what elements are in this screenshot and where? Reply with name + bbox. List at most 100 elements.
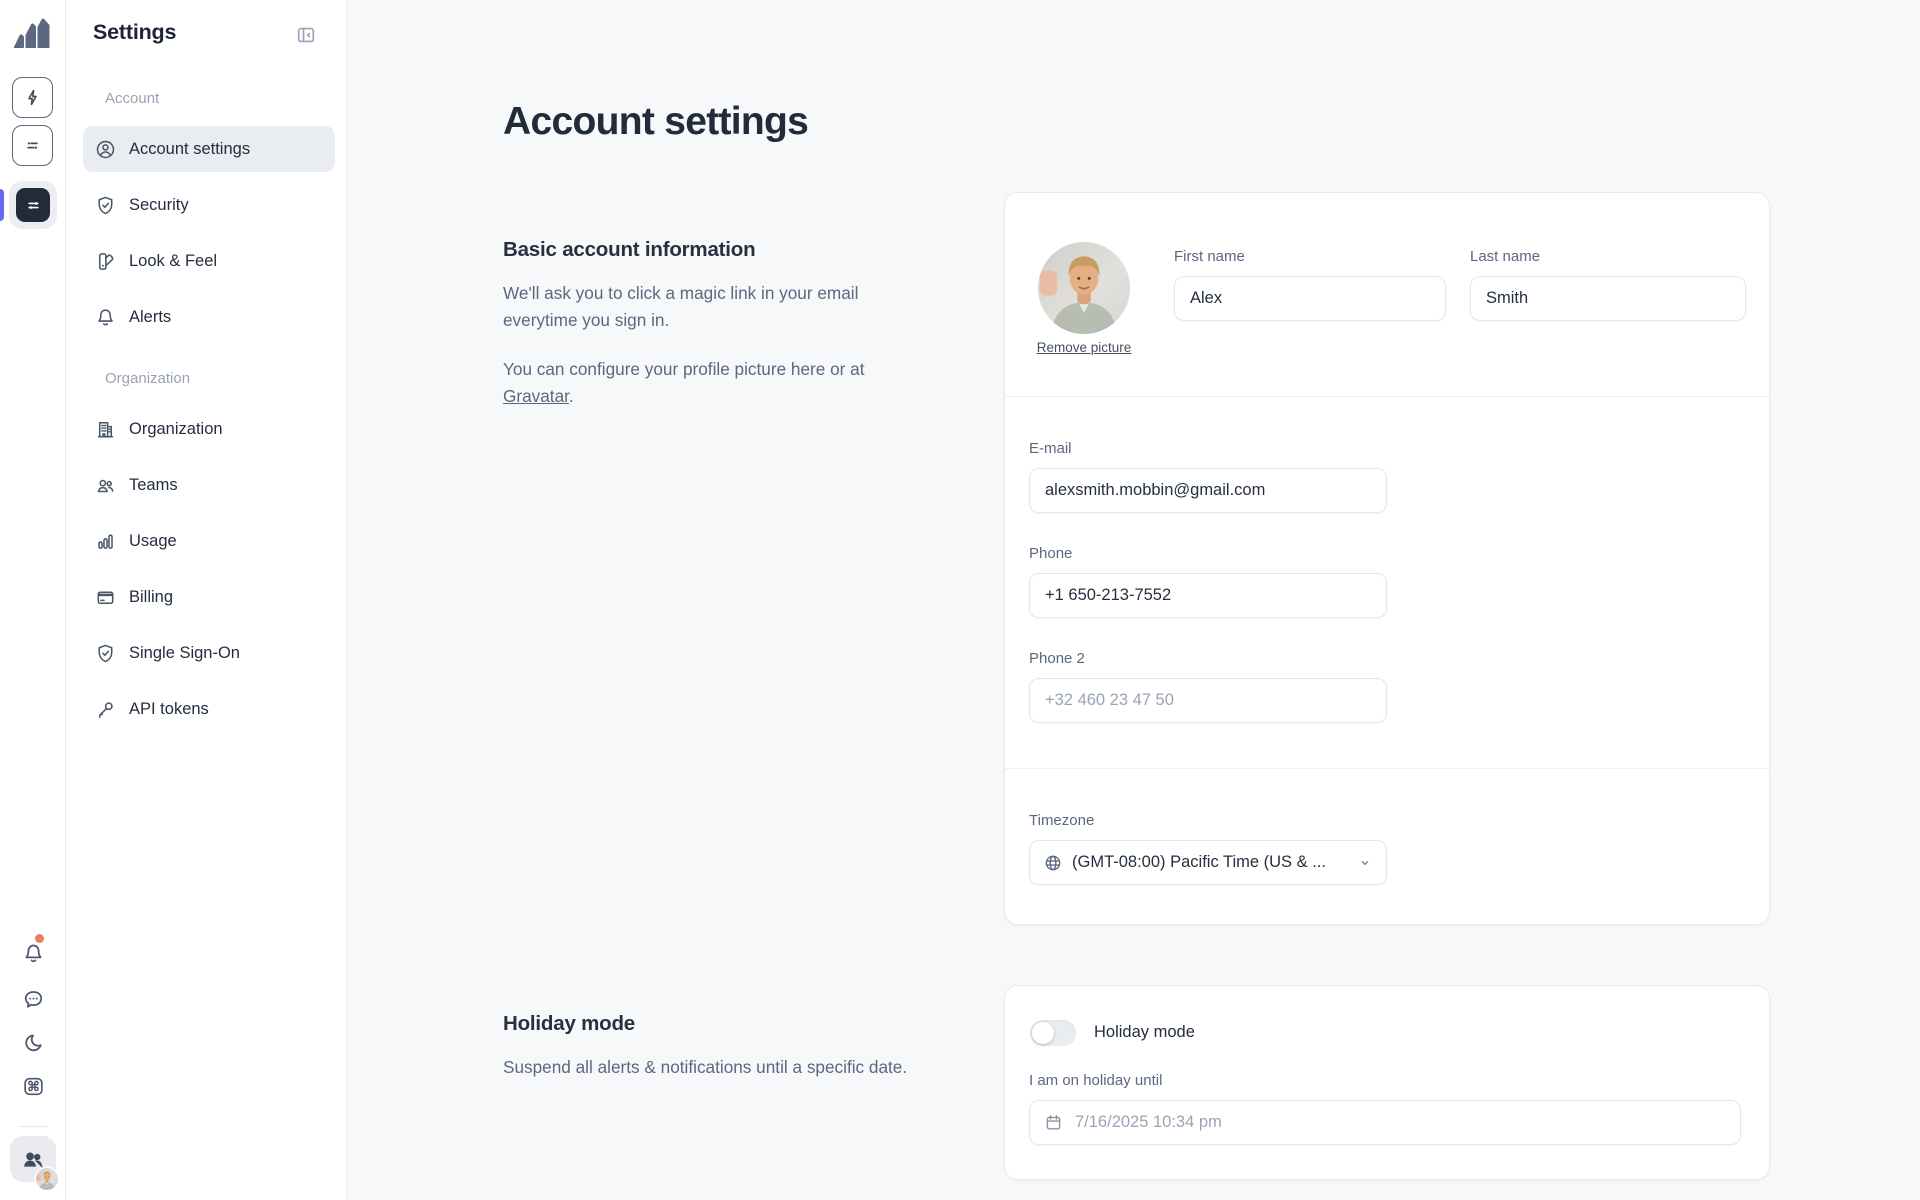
holiday-intro: Holiday mode Suspend all alerts & notifi…	[503, 1012, 923, 1103]
account-menu-button[interactable]	[10, 1136, 56, 1182]
sidebar-item-account-settings[interactable]: Account settings	[83, 126, 335, 172]
sidebar-item-label: Usage	[129, 531, 177, 550]
sidebar-item-label: Account settings	[129, 139, 251, 158]
chart-bar-icon	[94, 530, 117, 553]
toggle-knob	[1032, 1022, 1054, 1044]
last-name-group: Last name	[1470, 247, 1746, 321]
user-circle-icon	[94, 138, 117, 161]
sidebar-title: Settings	[93, 20, 177, 44]
adjustments-rail-button[interactable]	[12, 125, 53, 166]
phone-group: Phone	[1029, 544, 1387, 618]
command-shortcuts-icon[interactable]	[21, 1074, 46, 1099]
phone2-group: Phone 2	[1029, 649, 1387, 723]
sliders-icon	[27, 201, 39, 209]
swatch-icon	[94, 250, 117, 273]
active-rail-indicator	[0, 189, 4, 221]
moon-dark-mode-icon[interactable]	[21, 1030, 46, 1055]
basic-info-paragraph-1: We'll ask you to click a magic link in y…	[503, 283, 859, 330]
phone-input[interactable]	[1029, 573, 1387, 618]
chat-feedback-icon[interactable]	[21, 987, 46, 1012]
settings-rail-button-inner	[16, 188, 50, 222]
lightning-rail-button[interactable]	[12, 77, 53, 118]
profile-card: Remove picture First name Last name E-ma…	[1004, 192, 1770, 925]
key-icon	[94, 698, 117, 721]
organization-nav: Organization Teams	[83, 406, 335, 732]
account-nav: Account settings Security Loo	[83, 126, 335, 340]
users-icon	[24, 1152, 43, 1169]
holiday-heading: Holiday mode	[503, 1012, 636, 1035]
sidebar-item-label: Single Sign-On	[129, 643, 240, 662]
chevron-down-icon	[1356, 854, 1374, 872]
sidebar-item-organization[interactable]: Organization	[83, 406, 335, 452]
phone2-input[interactable]	[1029, 678, 1387, 723]
sidebar-item-usage[interactable]: Usage	[83, 518, 335, 564]
notifications-bell-icon[interactable]	[21, 941, 46, 966]
section-label-account: Account	[105, 90, 160, 107]
notification-badge-dot	[33, 932, 46, 945]
remove-picture-link[interactable]: Remove picture	[1036, 340, 1132, 355]
calendar-icon	[1043, 1112, 1064, 1133]
settings-sidebar: Settings Account Account settings	[66, 0, 347, 1200]
app-logo-icon[interactable]	[12, 18, 50, 48]
sidebar-item-label: Alerts	[129, 307, 172, 326]
lightning-icon	[28, 89, 37, 106]
section-label-organization: Organization	[105, 370, 191, 387]
rail-divider	[18, 1126, 48, 1127]
basic-info-heading: Basic account information	[503, 238, 756, 261]
holiday-until-label: I am on holiday until	[1029, 1072, 1163, 1089]
sidebar-item-alerts[interactable]: Alerts	[83, 294, 335, 340]
holiday-until-group: I am on holiday until	[1029, 1071, 1741, 1145]
basic-info-intro: Basic account information We'll ask you …	[503, 238, 907, 432]
sidebar-item-label: Organization	[129, 419, 223, 438]
sidebar-item-label: Billing	[129, 587, 174, 606]
sidebar-item-single-sign-on[interactable]: Single Sign-On	[83, 630, 335, 676]
card-divider	[1005, 768, 1769, 769]
email-input[interactable]	[1029, 468, 1387, 513]
page-title: Account settings	[503, 100, 809, 143]
first-name-input[interactable]	[1174, 276, 1446, 321]
gravatar-link[interactable]: Gravatar	[503, 386, 569, 406]
bell-icon	[94, 306, 117, 329]
email-group: E-mail	[1029, 439, 1387, 513]
sidebar-item-label: Teams	[129, 475, 178, 494]
shield-check-icon	[94, 642, 117, 665]
sidebar-item-label: Security	[129, 195, 189, 214]
icon-rail	[0, 0, 66, 1200]
adjustments-icon	[27, 142, 38, 149]
settings-rail-button[interactable]	[9, 181, 57, 229]
card-divider	[1005, 396, 1769, 397]
last-name-label: Last name	[1470, 248, 1541, 265]
sidebar-item-security[interactable]: Security	[83, 182, 335, 228]
users-icon	[94, 474, 117, 497]
user-avatar-small[interactable]	[36, 1168, 58, 1190]
phone-label: Phone	[1029, 545, 1073, 562]
sidebar-item-label: API tokens	[129, 699, 209, 718]
building-icon	[94, 418, 117, 441]
basic-info-paragraph-2: You can configure your profile picture h…	[503, 359, 865, 406]
last-name-input[interactable]	[1470, 276, 1746, 321]
sidebar-item-billing[interactable]: Billing	[83, 574, 335, 620]
sidebar-item-look-and-feel[interactable]: Look & Feel	[83, 238, 335, 284]
globe-icon	[1043, 853, 1063, 873]
timezone-select[interactable]: (GMT-08:00) Pacific Time (US & ...	[1029, 840, 1387, 885]
holiday-toggle-label: Holiday mode	[1094, 1023, 1195, 1041]
profile-avatar	[1038, 242, 1130, 334]
sidebar-item-teams[interactable]: Teams	[83, 462, 335, 508]
phone2-label: Phone 2	[1029, 650, 1085, 667]
credit-card-icon	[94, 586, 117, 609]
email-label: E-mail	[1029, 440, 1072, 457]
first-name-group: First name	[1174, 247, 1446, 321]
timezone-group: Timezone (GMT-08:00) Pacific Time (US & …	[1029, 811, 1387, 885]
holiday-paragraph: Suspend all alerts & notifications until…	[503, 1057, 908, 1077]
collapse-sidebar-icon[interactable]	[295, 24, 317, 46]
timezone-value: (GMT-08:00) Pacific Time (US & ...	[1072, 853, 1326, 871]
holiday-mode-toggle[interactable]	[1030, 1020, 1076, 1046]
sidebar-item-label: Look & Feel	[129, 251, 218, 270]
first-name-label: First name	[1174, 248, 1245, 265]
sidebar-item-api-tokens[interactable]: API tokens	[83, 686, 335, 732]
main-content: Account settings Basic account informati…	[347, 0, 1920, 1200]
shield-check-icon	[94, 194, 117, 217]
holiday-card: Holiday mode I am on holiday until	[1004, 985, 1770, 1180]
holiday-until-input[interactable]	[1029, 1100, 1741, 1145]
